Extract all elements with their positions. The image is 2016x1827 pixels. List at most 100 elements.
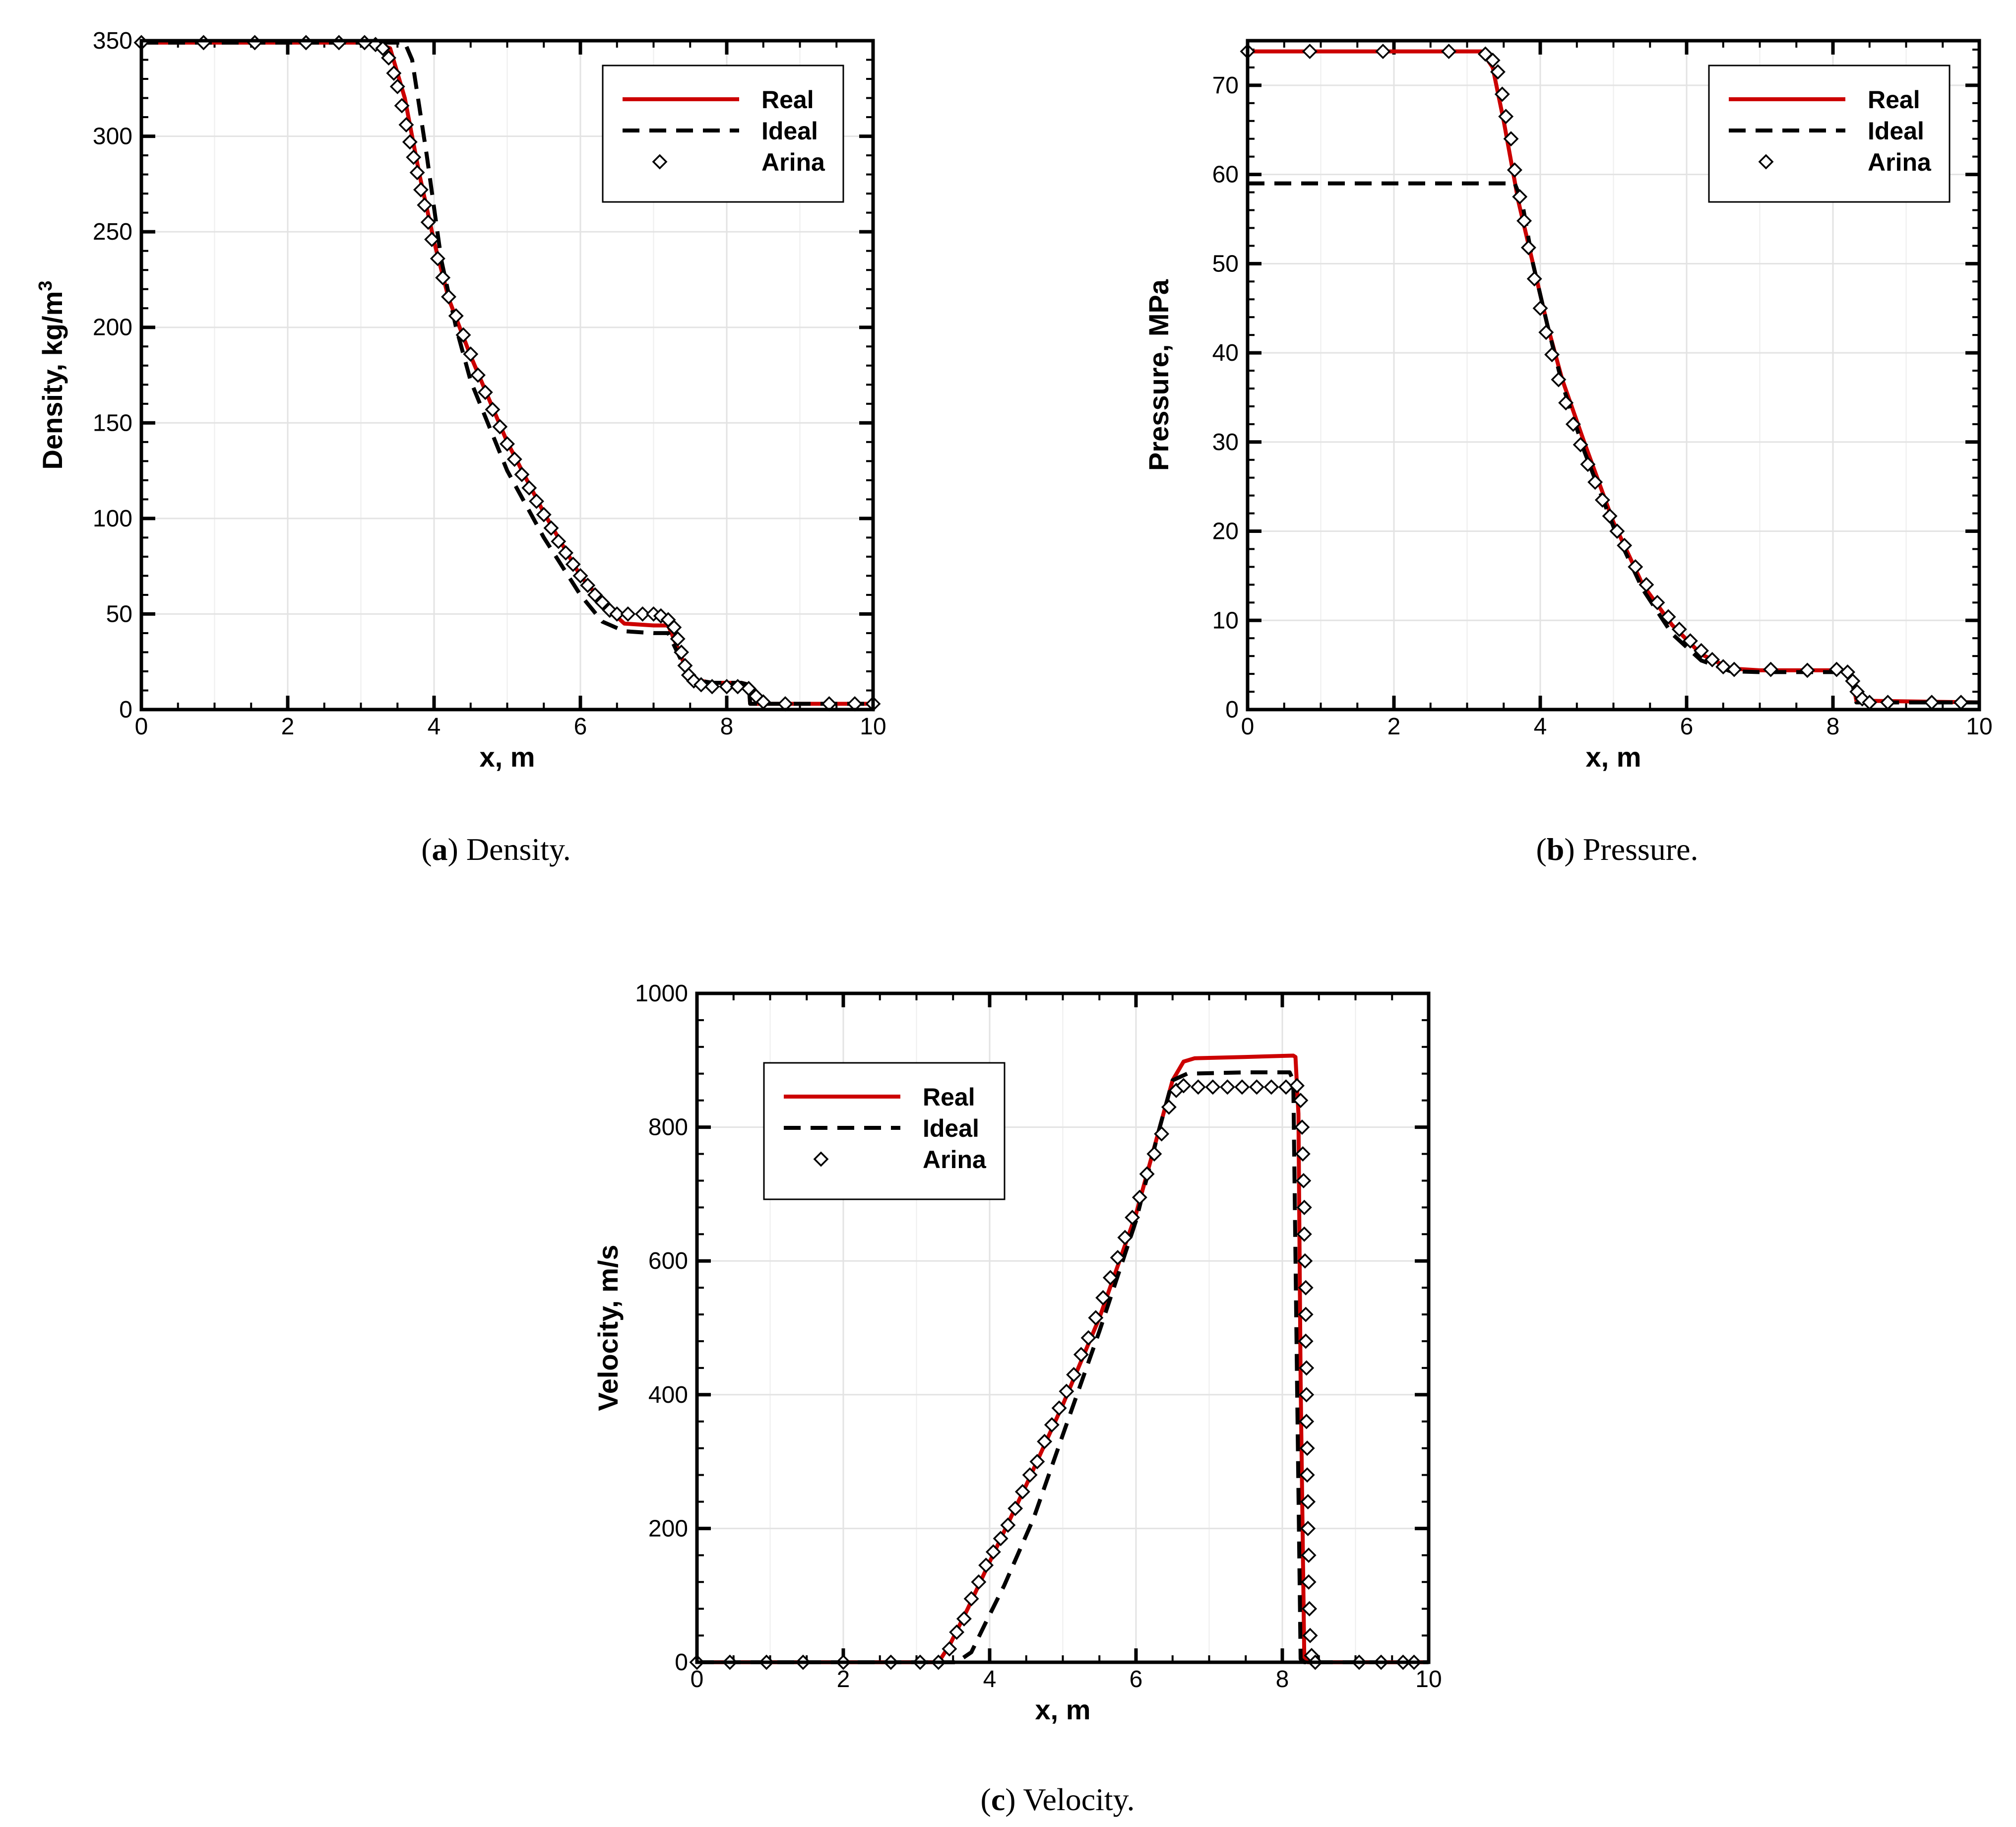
series-arina-point (1532, 300, 1548, 316)
x-tick-label: 0 (135, 714, 148, 740)
series-arina-point (1694, 643, 1709, 658)
series-arina-point (1294, 1119, 1310, 1135)
x-tick-label: 8 (720, 714, 734, 740)
series-arina-point (1490, 64, 1506, 80)
series-arina-point (1704, 652, 1720, 667)
series-arina-point (1512, 189, 1528, 205)
series-arina-point (1263, 1079, 1279, 1095)
series-arina-point (1029, 1454, 1045, 1470)
y-tick-label: 300 (93, 124, 132, 150)
chart-velocity: 0 2 4 6 8 10 0 200 400 600 800 1000 x, m Velocity, m/… (592, 980, 1442, 1725)
series-arina-point (1278, 1079, 1294, 1095)
series-arina-point (448, 308, 464, 324)
series-arina-point (1299, 1414, 1315, 1430)
caption-pressure-letter: b (1546, 832, 1565, 867)
legend-marker-arina (652, 154, 668, 170)
x-tick-label: 2 (837, 1666, 850, 1693)
series-arina-point (1726, 661, 1742, 677)
legend-box (602, 65, 844, 203)
series-arina-point (1503, 131, 1519, 147)
x-axis-label: x, m (1585, 741, 1641, 773)
series-arina-point (971, 1574, 987, 1590)
series-arina-point (1845, 673, 1861, 689)
series-arina-point (1544, 347, 1560, 363)
series-arina-point (386, 65, 402, 81)
series-arina-point (1102, 1270, 1118, 1286)
series-arina-point (1924, 695, 1940, 711)
series-arina-point (719, 679, 735, 695)
x-tick-label: 4 (428, 714, 441, 740)
y-axis-label: Velocity, m/s (592, 1244, 624, 1411)
chart-velocity-plot: 0 2 4 6 8 10 0 200 400 600 800 1000 x, m Velocity, m/… (592, 980, 1442, 1725)
series-arina-point (1301, 1547, 1317, 1563)
series-arina-point (406, 149, 422, 165)
y-axis-label: Pressure, MPa (1143, 279, 1174, 471)
series-arina-point (1302, 44, 1318, 60)
series-arina-point (1296, 1173, 1312, 1188)
series-arina-point (1498, 109, 1514, 125)
series-arina-point (993, 1531, 1008, 1547)
series-arina-point (1088, 1310, 1104, 1326)
y-tick-label: 0 (1225, 697, 1239, 723)
series-arina-point (1828, 661, 1844, 677)
series-arina-point (1044, 1417, 1060, 1433)
legend-marker-arina (1758, 154, 1774, 170)
series-arina-point (441, 289, 456, 305)
series-arina-point (1660, 609, 1676, 625)
series-arina-point (477, 385, 493, 400)
caption-velocity-letter: c (991, 1782, 1006, 1817)
x-tick-label: 10 (1966, 714, 1992, 740)
plot-frame (139, 39, 875, 712)
series-arina-point (1565, 416, 1581, 432)
series-arina-point (1526, 271, 1542, 287)
series-arina-point (375, 40, 391, 56)
caption-pressure: (b) Pressure. (1536, 832, 1699, 867)
series-arina-point (409, 165, 425, 181)
x-tick-label: 0 (691, 1666, 704, 1693)
series-arina-point (492, 419, 508, 435)
series-arina-point (1296, 1226, 1312, 1242)
series-arina-point (587, 587, 603, 603)
caption-velocity-text: ) Velocity. (1005, 1782, 1135, 1817)
series-arina-point (1205, 1079, 1221, 1095)
y-tick-label: 50 (106, 601, 132, 627)
caption-velocity: (c) Velocity. (980, 1782, 1135, 1817)
x-axis-label: x, m (479, 741, 535, 773)
legend-label-real: Real (923, 1083, 975, 1111)
series-arina-point (1000, 1517, 1016, 1533)
y-tick-label: 400 (648, 1382, 688, 1408)
series-arina-point (1485, 53, 1501, 68)
series-arina-point (730, 679, 746, 695)
x-tick-label: 0 (1241, 714, 1255, 740)
legend-label-ideal: Ideal (923, 1114, 979, 1142)
series-arina-point (1300, 1494, 1316, 1509)
series-arina-point (1594, 492, 1610, 508)
series-arina-point (398, 117, 414, 132)
series-arina-point (1638, 577, 1654, 592)
series-arina-point (949, 1624, 965, 1640)
series-arina-point (1299, 1387, 1315, 1403)
series-arina-point (741, 681, 756, 697)
series-arina-point (1299, 1467, 1315, 1483)
legend-label-ideal: Ideal (761, 117, 818, 145)
plot-area (697, 1053, 1429, 1664)
x-tick-label: 6 (574, 714, 587, 740)
series-arina-point (1763, 661, 1779, 677)
series-arina-point (1154, 1126, 1170, 1142)
series-arina-point (1302, 1628, 1318, 1643)
y-tick-label: 200 (648, 1515, 688, 1542)
series-arina-point (1602, 508, 1618, 524)
series-arina-point (693, 677, 709, 693)
series-arina-point (1799, 662, 1815, 678)
series-arina-point (1628, 559, 1643, 575)
series-arina-point (963, 1591, 979, 1607)
series-arina-point (1095, 1290, 1111, 1305)
series-arina-point (670, 631, 686, 647)
series-arina-point (381, 50, 397, 66)
series-arina-point (1300, 1520, 1316, 1536)
legend-label-ideal: Ideal (1868, 117, 1924, 145)
series-arina-point (394, 98, 410, 114)
y-tick-label: 250 (93, 219, 132, 245)
series-arina-point (666, 619, 682, 635)
